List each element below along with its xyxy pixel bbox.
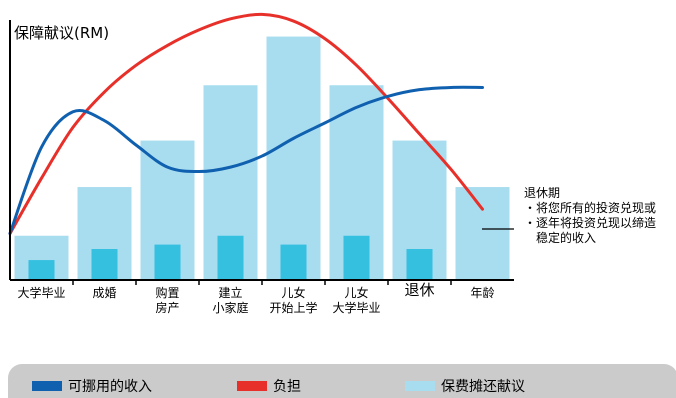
x-tick-label-1-line-0: 成婚	[92, 286, 117, 300]
bar-inner-0	[28, 260, 55, 280]
legend-swatch-income	[32, 381, 62, 391]
bar-inner-6	[406, 249, 433, 280]
retirement-line-3: 稳定的收入	[536, 231, 597, 245]
x-tick-label-2-line-1: 房产	[155, 301, 180, 315]
retirement-line-1: ・将您所有的投资兑现或	[524, 201, 657, 215]
bar-inner-3	[217, 235, 244, 280]
bar-inner-5	[343, 235, 370, 280]
x-tick-label-7: 年龄	[448, 286, 518, 301]
bar-premium-4	[266, 36, 321, 281]
bar-inner-2	[154, 244, 181, 280]
legend-item-premium: 保费摊还献议	[405, 376, 525, 396]
x-tick-label-4: 儿女 开始上学	[259, 286, 329, 316]
x-tick-label-0-line-0: 大学毕业	[17, 286, 66, 300]
bar-inner-1	[91, 249, 118, 280]
legend-label-premium: 保费摊还献议	[441, 379, 525, 395]
x-tick-label-3-line-0: 建立	[218, 286, 243, 300]
retirement-annotation: 退休期 ・将您所有的投资兑现或 ・逐年将投资兑现以缔造 稳定的收入	[524, 186, 656, 246]
line-burden	[8, 12, 484, 236]
x-tick-label-2-line-0: 购置	[155, 286, 180, 300]
legend: 可挪用的收入 负担 保费摊还献议	[8, 364, 676, 398]
bar-premium-7	[455, 187, 510, 280]
y-axis-label: 保障献议(RM)	[14, 24, 110, 42]
legend-swatch-burden	[237, 381, 267, 391]
bar-inner-4	[280, 244, 307, 280]
x-tick-label-3-line-1: 小家庭	[212, 301, 249, 315]
x-tick-label-1: 成婚	[70, 286, 140, 301]
x-tick-label-6: 退休	[385, 283, 455, 298]
legend-label-income: 可挪用的收入	[68, 379, 152, 395]
retirement-line-2: ・逐年将投资兑现以缔造	[524, 216, 657, 230]
legend-item-income: 可挪用的收入	[32, 376, 152, 396]
x-tick-label-5-line-1: 大学毕业	[332, 301, 381, 315]
legend-swatch-premium	[405, 381, 435, 391]
x-tick-label-0: 大学毕业	[7, 286, 77, 301]
x-tick-label-3: 建立 小家庭	[196, 286, 266, 316]
x-tick-label-5-line-0: 儿女	[344, 286, 369, 300]
x-tick-label-4-line-1: 开始上学	[269, 301, 318, 315]
legend-label-burden: 负担	[273, 379, 301, 395]
x-tick-label-7-line-0: 年龄	[470, 286, 495, 300]
retirement-title: 退休期	[524, 186, 561, 200]
x-tick-label-4-line-0: 儿女	[281, 286, 306, 300]
x-tick-label-5: 儿女 大学毕业	[322, 286, 392, 316]
x-tick-label-6-line-0: 退休	[404, 281, 435, 299]
x-tick-label-2: 购置 房产	[133, 286, 203, 316]
line-disposable-income	[8, 85, 484, 236]
legend-item-burden: 负担	[237, 376, 301, 396]
